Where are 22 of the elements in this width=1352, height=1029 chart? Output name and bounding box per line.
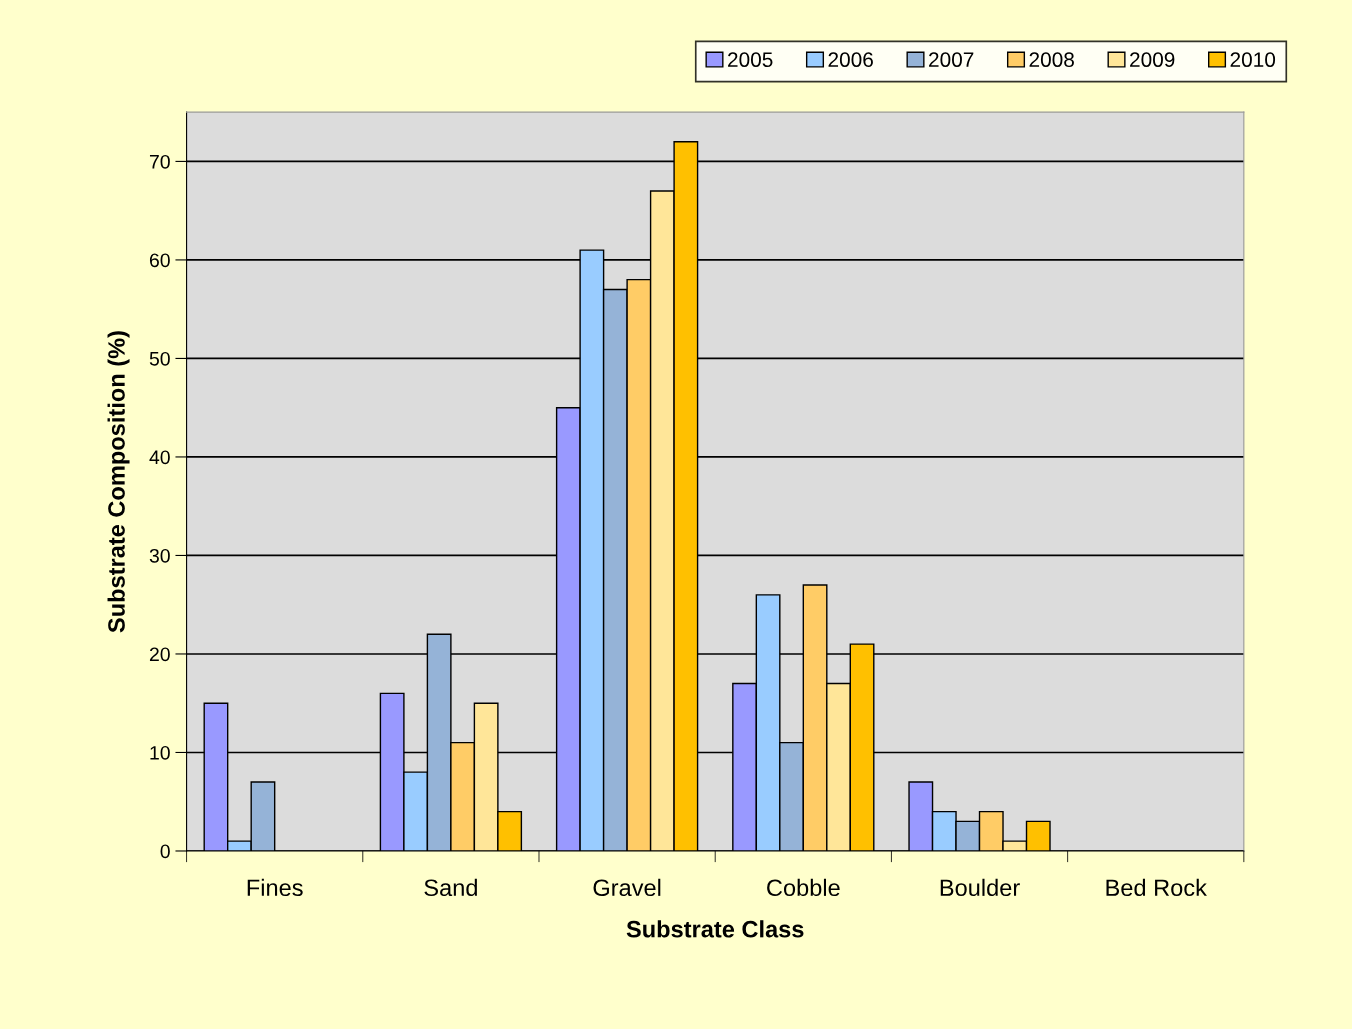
- legend-label: 2006: [828, 52, 873, 68]
- y-tick-label: 70: [149, 154, 170, 169]
- y-tick-label: 0: [160, 844, 170, 859]
- y-tick-label: 20: [149, 647, 170, 662]
- x-tick-label: Bed Rock: [1106, 878, 1207, 897]
- x-tick-label: Cobble: [767, 878, 840, 897]
- y-axis-title: Substrate Composition (%): [107, 331, 130, 633]
- legend-label: 2009: [1130, 52, 1175, 68]
- x-tick-label: Gravel: [593, 878, 661, 897]
- x-tick-label: Boulder: [940, 878, 1020, 897]
- x-axis-title: Substrate Class: [626, 920, 804, 938]
- legend-label: 2008: [1029, 52, 1074, 68]
- y-tick-label: 30: [149, 548, 170, 563]
- x-tick-label: Sand: [424, 878, 477, 897]
- legend-label: 2010: [1230, 52, 1276, 68]
- y-tick-label: 10: [150, 745, 170, 760]
- legend-label: 2005: [728, 52, 773, 68]
- legend-label: 2007: [929, 52, 974, 68]
- y-tick-label: 50: [149, 351, 170, 366]
- y-tick-label: 60: [149, 253, 170, 268]
- x-tick-label: Fines: [247, 878, 303, 897]
- y-tick-label: 40: [149, 450, 170, 465]
